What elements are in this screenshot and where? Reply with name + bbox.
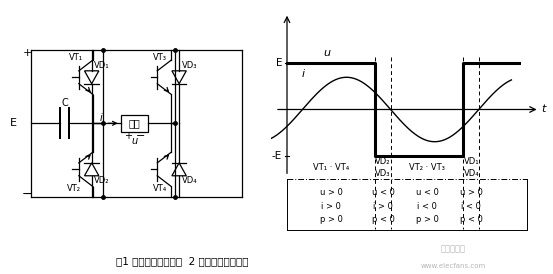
Text: i: i <box>100 113 103 123</box>
Text: p > 0: p > 0 <box>320 215 342 224</box>
Text: +: + <box>23 48 32 58</box>
Text: p < 0: p < 0 <box>372 215 395 224</box>
Text: p < 0: p < 0 <box>460 215 483 224</box>
Text: VD₂: VD₂ <box>93 176 109 185</box>
Text: VT₁ · VT₄: VT₁ · VT₄ <box>313 163 349 172</box>
Text: VD₃: VD₃ <box>182 61 197 70</box>
Text: u: u <box>324 48 331 58</box>
Text: i: i <box>301 68 305 79</box>
Text: u: u <box>131 136 137 146</box>
Text: i < 0: i < 0 <box>461 202 481 211</box>
Text: u < 0: u < 0 <box>416 188 439 197</box>
Text: VD₃: VD₃ <box>375 169 391 178</box>
Text: C: C <box>61 98 68 108</box>
Text: VD₄: VD₄ <box>463 169 479 178</box>
Text: E: E <box>276 58 282 68</box>
Text: www.elecfans.com: www.elecfans.com <box>421 263 486 269</box>
Text: VT₃: VT₃ <box>153 53 167 62</box>
Text: i < 0: i < 0 <box>418 202 437 211</box>
Text: VD₁: VD₁ <box>93 61 109 70</box>
FancyBboxPatch shape <box>121 115 148 132</box>
Text: 负载: 负载 <box>128 118 140 128</box>
Text: i > 0: i > 0 <box>373 202 393 211</box>
Text: E: E <box>10 118 17 128</box>
Text: u < 0: u < 0 <box>372 188 395 197</box>
Text: 图1 电压源型逆变器图  2 无功二极管的作用: 图1 电压源型逆变器图 2 无功二极管的作用 <box>116 256 249 266</box>
Text: VD₁: VD₁ <box>463 157 479 166</box>
Text: VD₂: VD₂ <box>375 157 391 166</box>
Text: i > 0: i > 0 <box>321 202 341 211</box>
Text: 电子发烧友: 电子发烧友 <box>441 245 466 254</box>
Text: −: − <box>136 131 145 141</box>
Text: VD₄: VD₄ <box>182 176 198 185</box>
Text: -E: -E <box>272 150 282 161</box>
Text: +: + <box>124 131 132 141</box>
Text: u > 0: u > 0 <box>460 188 483 197</box>
Text: u > 0: u > 0 <box>320 188 342 197</box>
Text: VT₁: VT₁ <box>69 53 84 62</box>
Text: −: − <box>22 188 33 201</box>
Text: VT₂ · VT₃: VT₂ · VT₃ <box>409 163 445 172</box>
Text: VT₂: VT₂ <box>67 184 81 193</box>
Text: VT₄: VT₄ <box>153 184 167 193</box>
Text: t: t <box>541 104 546 115</box>
Text: p > 0: p > 0 <box>416 215 439 224</box>
